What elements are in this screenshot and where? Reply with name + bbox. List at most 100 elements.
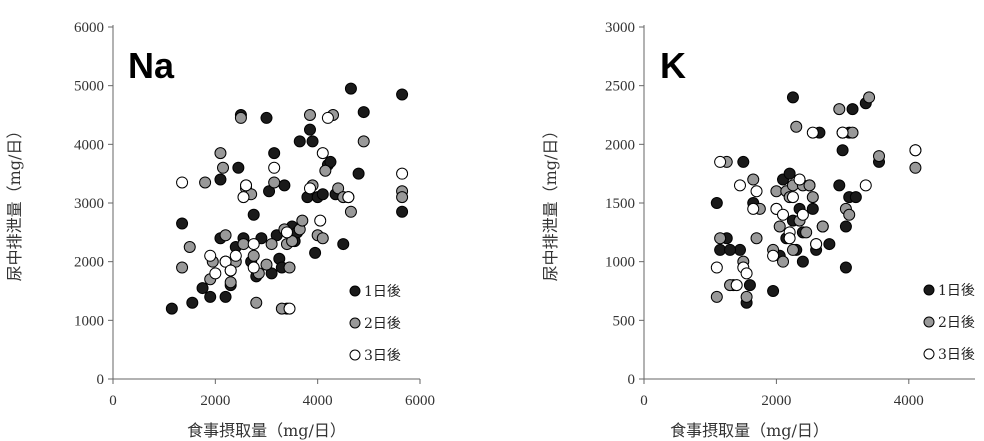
legend-label: 3日後 [938, 347, 975, 363]
data-point [714, 232, 727, 245]
data-point [793, 173, 806, 186]
data-point [724, 243, 737, 256]
data-point [219, 255, 232, 268]
data-point [283, 261, 296, 274]
data-point [800, 226, 813, 239]
data-point [247, 249, 260, 262]
data-point [714, 155, 727, 168]
data-point [303, 123, 316, 136]
data-point [224, 276, 237, 289]
data-point [849, 191, 862, 204]
data-point [286, 235, 299, 248]
y-tick-label: 2000 [605, 137, 635, 153]
data-point [316, 147, 329, 160]
data-point [823, 238, 836, 251]
legend-label: 2日後 [938, 315, 975, 331]
data-point [839, 220, 852, 233]
data-point [859, 179, 872, 192]
data-point [863, 91, 876, 104]
data-point [737, 155, 750, 168]
data-point [357, 106, 370, 119]
y-tick-label: 3000 [74, 196, 104, 212]
data-point [209, 267, 222, 280]
y-tick-label: 2500 [605, 79, 635, 95]
data-point [283, 302, 296, 315]
y-tick-label: 500 [613, 313, 636, 329]
data-point [770, 185, 783, 198]
y-tick-label: 6000 [74, 20, 104, 36]
data-point [337, 238, 350, 251]
chart-panel-1: 0 500 1000 1500 2000 2500 3000 0 2000 4000 食事摂取量（m… [541, 20, 975, 440]
data-point [237, 238, 250, 251]
data-point [909, 144, 922, 157]
data-point [260, 258, 273, 271]
data-point [767, 285, 780, 297]
data-point [247, 208, 260, 221]
data-point [810, 238, 823, 251]
data-point [214, 147, 227, 160]
data-point [293, 135, 306, 148]
data-point [396, 88, 409, 101]
data-point [783, 167, 796, 180]
data-point [303, 109, 316, 121]
y-tick-label: 1000 [605, 255, 635, 271]
data-point [796, 255, 809, 268]
data-point [803, 179, 816, 192]
data-point [219, 290, 232, 303]
legend-marker [349, 349, 361, 361]
data-point [846, 103, 859, 116]
data-point [357, 135, 370, 148]
data-point [743, 279, 756, 292]
data-point [790, 120, 803, 133]
data-point [816, 220, 829, 233]
data-point [165, 302, 178, 315]
data-point [396, 167, 409, 180]
data-point [786, 91, 799, 104]
x-axis-label: 食事摂取量（mg/日） [670, 421, 829, 440]
data-point [777, 255, 790, 268]
data-point [733, 243, 746, 256]
y-tick-label: 4000 [74, 137, 104, 153]
chart-panel-0: 0 1000 2000 3000 4000 5000 6000 0 2000 4000 6000 食事… [5, 20, 435, 440]
y-tick-label: 1500 [605, 196, 635, 212]
data-point [176, 176, 189, 189]
data-point [321, 111, 334, 124]
data-point [324, 155, 337, 168]
data-point [747, 202, 760, 215]
data-point [278, 179, 291, 192]
data-point [183, 241, 196, 253]
y-tick-label: 5000 [74, 79, 104, 95]
series-0 [165, 82, 409, 315]
data-point [319, 164, 332, 177]
data-point [309, 246, 322, 259]
data-point [176, 261, 189, 274]
data-point [839, 261, 852, 274]
data-point [224, 264, 237, 277]
legend-label: 3日後 [364, 348, 401, 364]
data-point [806, 191, 819, 204]
data-point [247, 261, 260, 274]
legend-label: 2日後 [364, 316, 401, 332]
data-point [833, 179, 846, 192]
data-point [352, 167, 365, 180]
x-tick-label: 2000 [761, 393, 791, 409]
x-tick-label: 4000 [894, 393, 924, 409]
data-point [843, 208, 856, 221]
data-point [229, 249, 242, 262]
data-point [747, 173, 760, 186]
data-point [750, 232, 763, 245]
data-point [250, 296, 263, 309]
data-point [303, 182, 316, 195]
data-point [263, 185, 276, 198]
data-point [260, 111, 273, 124]
data-point [344, 82, 357, 95]
data-point [186, 296, 199, 309]
data-point [268, 176, 281, 189]
data-point [176, 217, 189, 230]
data-point [733, 179, 746, 192]
x-tick-label: 6000 [405, 393, 435, 409]
data-point [234, 111, 247, 124]
x-tick-label: 2000 [200, 393, 230, 409]
data-point [710, 261, 723, 274]
